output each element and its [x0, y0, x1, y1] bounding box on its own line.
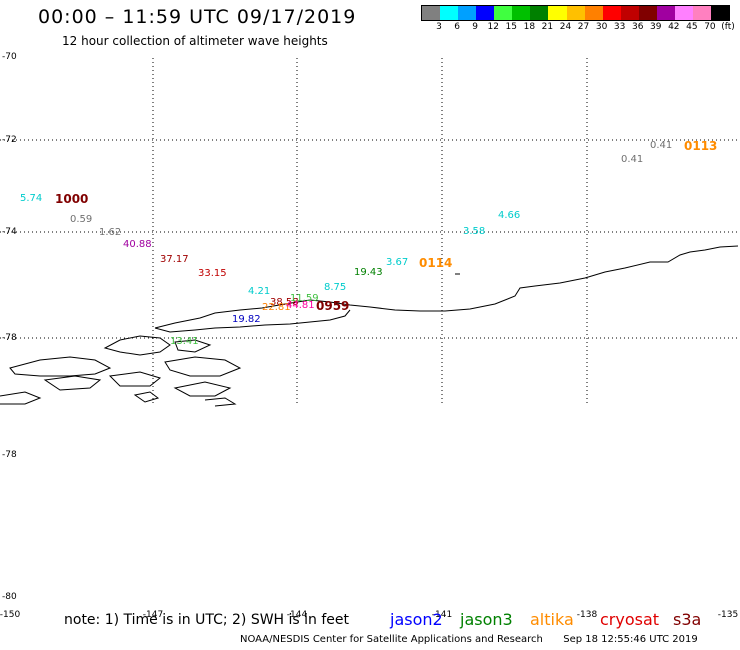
y-tick-label: -70 — [2, 52, 17, 62]
wave-height-value: 8.75 — [324, 282, 347, 293]
x-tick-label: -138 — [576, 610, 598, 620]
wave-height-value: 0.41 — [621, 154, 644, 165]
color-swatch — [494, 6, 513, 20]
legend-cryosat: cryosat — [600, 610, 660, 629]
color-swatch — [656, 6, 675, 20]
color-scale-label: 3 — [436, 22, 442, 32]
color-scale-label: 30 — [595, 22, 608, 32]
color-swatch — [458, 6, 477, 20]
legend-jason3: jason3 — [460, 610, 513, 629]
wave-height-value: 1.62 — [99, 227, 122, 238]
color-swatch — [711, 6, 730, 20]
x-tick-label: -135 — [717, 610, 739, 620]
color-scale-label: 24 — [559, 22, 572, 32]
wave-height-value: 13.41 — [170, 336, 199, 347]
units-note: note: 1) Time is in UTC; 2) SWH is in fe… — [64, 612, 350, 628]
color-swatch — [602, 6, 621, 20]
graticule — [0, 58, 738, 406]
wave-height-value: 40.88 — [123, 239, 152, 250]
color-swatch — [512, 6, 531, 20]
pass-time-label: 0959 — [316, 299, 350, 313]
wave-height-value: 44.81 — [286, 300, 315, 311]
color-scale-bar — [421, 5, 730, 21]
legend-jason2: jason2 — [390, 610, 443, 629]
color-scale-label: 12 — [487, 22, 499, 32]
x-tick-label: -144 — [286, 610, 308, 620]
color-swatch — [584, 6, 603, 20]
color-scale-label: 36 — [631, 22, 644, 32]
wave-height-value: 3.67 — [386, 257, 409, 268]
color-swatch — [620, 6, 639, 20]
wave-height-value: 3.58 — [463, 226, 486, 237]
color-swatch — [422, 6, 441, 20]
legend-altika: altika — [530, 610, 574, 629]
pass-time-label: 0114 — [419, 256, 453, 270]
wave-height-value: 0.59 — [70, 214, 93, 225]
color-swatch — [692, 6, 711, 20]
color-scale-label: 27 — [577, 22, 590, 32]
color-scale-label: 70 — [704, 22, 716, 32]
map-title: 00:00 – 11:59 UTC 09/17/2019 — [38, 6, 357, 28]
generated-timestamp: Sep 18 12:55:46 UTC 2019 — [563, 634, 698, 645]
color-scale-label: 21 — [541, 22, 554, 32]
wave-height-value: 4.66 — [498, 210, 521, 221]
wave-height-value: 5.74 — [20, 193, 43, 204]
y-tick-label: -80 — [2, 592, 17, 602]
wave-height-value: 22.81 — [262, 302, 291, 313]
map-subtitle: 12 hour collection of altimeter wave hei… — [62, 34, 328, 48]
legend-s3a: s3a — [673, 610, 702, 629]
credit-text: NOAA/NESDIS Center for Satellite Applica… — [240, 634, 543, 645]
color-swatch — [548, 6, 567, 20]
pass-time-label: 0113 — [684, 139, 718, 153]
footer-credit: NOAA/NESDIS Center for Satellite Applica… — [240, 634, 698, 645]
x-tick-label: -150 — [0, 610, 21, 620]
pass-time-label: 1000 — [55, 192, 89, 206]
color-swatch — [566, 6, 585, 20]
y-tick-label: -78 — [2, 450, 17, 460]
color-scale-label: 6 — [454, 22, 460, 32]
color-swatch — [638, 6, 657, 20]
wave-height-value: 38.58 — [270, 297, 299, 308]
color-swatch — [440, 6, 459, 20]
y-tick-label: -78 — [2, 333, 17, 343]
y-tick-label: -74 — [2, 227, 17, 237]
wave-height-value: 0.41 — [650, 140, 673, 151]
x-tick-label: -141 — [431, 610, 453, 620]
color-swatch — [674, 6, 693, 20]
wave-height-value: 19.82 — [232, 314, 261, 325]
wave-height-value: 33.15 — [198, 268, 227, 279]
color-swatch — [530, 6, 549, 20]
color-swatch — [476, 6, 495, 20]
wave-height-value: 19.43 — [354, 267, 383, 278]
color-scale-label: 42 — [668, 22, 680, 32]
wave-height-value: 11.59 — [290, 293, 319, 304]
color-scale-label: 39 — [650, 22, 662, 32]
coastline — [0, 245, 739, 407]
color-scale-label: 18 — [523, 22, 536, 32]
color-scale-label: 45 — [686, 22, 698, 32]
color-scale-label: (ft) — [721, 22, 735, 32]
color-scale-label: 9 — [472, 22, 479, 32]
y-tick-label: -72 — [2, 135, 17, 145]
color-scale-label: 33 — [613, 22, 626, 32]
color-scale-label: 15 — [505, 22, 518, 32]
wave-height-value: 37.17 — [160, 254, 189, 265]
x-tick-label: -147 — [142, 610, 164, 620]
wave-height-value: 4.21 — [248, 286, 271, 297]
